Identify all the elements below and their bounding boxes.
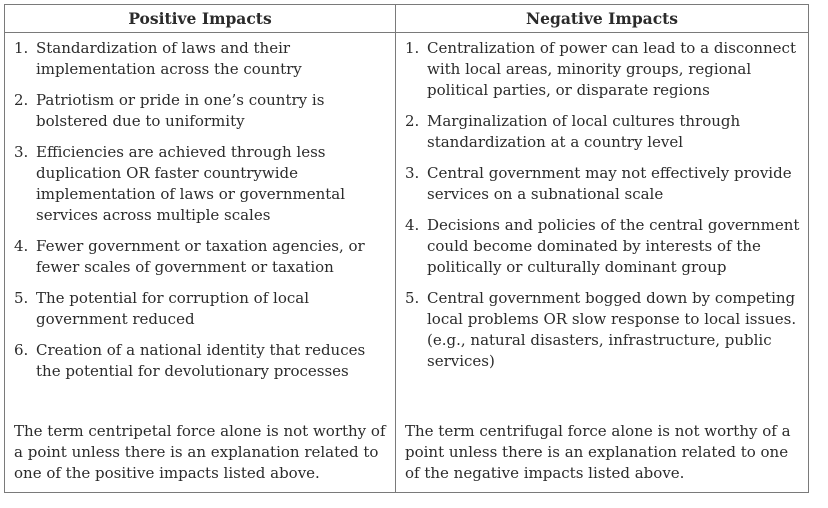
item-text: Fewer government or taxation agencies, o… [36, 237, 365, 276]
list-item: 4. Decisions and policies of the central … [396, 215, 808, 278]
item-text: Central government bogged down by compet… [427, 289, 797, 370]
list-item: 5. Central government bogged down by comp… [396, 288, 808, 372]
negative-heading: Negative Impacts [525, 9, 679, 28]
item-text: Efficiencies are achieved through less d… [36, 143, 346, 224]
list-item: 3. Efficiencies are achieved through less… [5, 142, 395, 226]
positive-column: Positive Impacts 1. Standardization of la… [5, 5, 395, 492]
negative-list: 1. Centralization of power can lead to a … [396, 38, 808, 382]
positive-list: 1. Standardization of laws and their impl… [5, 38, 395, 392]
item-number: 5. [14, 289, 29, 307]
list-item: 1. Standardization of laws and their impl… [5, 38, 395, 80]
item-text: Centralization of power can lead to a di… [427, 39, 796, 99]
item-number: 1. [405, 39, 420, 57]
list-item: 1. Centralization of power can lead to a … [396, 38, 808, 101]
item-number: 4. [14, 237, 29, 255]
item-number: 5. [405, 289, 420, 307]
list-item: 2. Patriotism or pride in one’s country i… [5, 90, 395, 132]
list-item: 2. Marginalization of local cultures thro… [396, 111, 808, 153]
item-number: 2. [405, 112, 420, 130]
negative-column: Negative Impacts 1. Centralization of pow… [396, 5, 808, 492]
item-number: 1. [14, 39, 29, 57]
item-number: 4. [405, 216, 420, 234]
list-item: 3. Central government may not effectively… [396, 163, 808, 205]
list-item: 5. The potential for corruption of local … [5, 288, 395, 330]
positive-note: The term centripetal force alone is not … [14, 422, 386, 482]
item-text: Marginalization of local cultures throug… [427, 112, 741, 151]
column-divider [395, 5, 396, 492]
item-text: Central government may not effectively p… [427, 164, 792, 203]
list-item: 4. Fewer government or taxation agencies,… [5, 236, 395, 278]
impacts-table: Positive Impacts 1. Standardization of la… [4, 4, 809, 493]
list-item: 6. Creation of a national identity that r… [5, 340, 395, 382]
item-number: 3. [14, 143, 29, 161]
item-text: Patriotism or pride in one’s country is … [36, 91, 325, 130]
item-number: 6. [14, 341, 29, 359]
item-text: Creation of a national identity that red… [36, 341, 366, 380]
item-text: Standardization of laws and their implem… [36, 39, 302, 78]
item-number: 2. [14, 91, 29, 109]
header-rule [5, 32, 808, 33]
item-text: Decisions and policies of the central go… [427, 216, 800, 276]
item-text: The potential for corruption of local go… [36, 289, 310, 328]
item-number: 3. [405, 164, 420, 182]
positive-heading: Positive Impacts [128, 9, 272, 28]
negative-note: The term centrifugal force alone is not … [405, 422, 791, 482]
